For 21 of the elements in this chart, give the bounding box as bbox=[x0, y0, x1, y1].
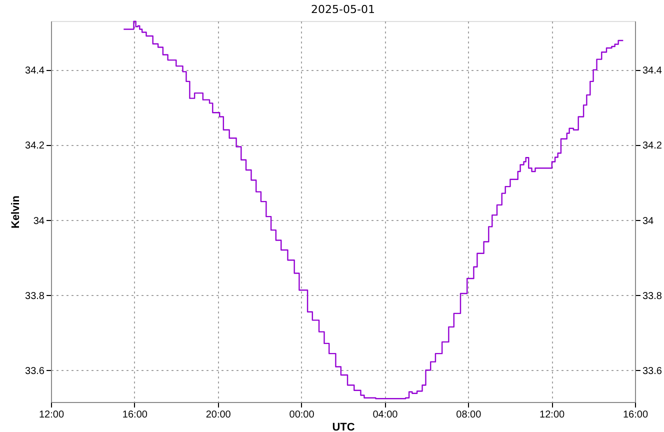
x-tick-label: 12:00 bbox=[540, 410, 566, 420]
chart-title: 2025-05-01 bbox=[311, 2, 375, 16]
y-tick-label: 33.8 bbox=[25, 290, 45, 302]
x-tick-label: 12:00 bbox=[38, 410, 64, 420]
x-tick-label: 16:00 bbox=[122, 410, 148, 420]
y2-tick-label: 33.8 bbox=[642, 290, 662, 302]
x-tick-label: 16:00 bbox=[622, 410, 648, 420]
y-tick-label: 33.6 bbox=[25, 366, 45, 377]
x-tick-label: 04:00 bbox=[372, 410, 398, 420]
x-tick-label: 20:00 bbox=[206, 410, 232, 420]
x-tick-label: 08:00 bbox=[456, 410, 482, 420]
y2-tick-label: 34.2 bbox=[642, 140, 662, 152]
y2-tick-label: 34.4 bbox=[642, 66, 662, 77]
y2-tick-label: 33.6 bbox=[642, 366, 662, 377]
y-tick-label: 34.4 bbox=[25, 66, 45, 77]
x-tick-label: 00:00 bbox=[289, 410, 315, 420]
y-axis-title: Kelvin bbox=[10, 195, 22, 229]
y-tick-label: 34.2 bbox=[25, 140, 45, 152]
x-axis-title: UTC bbox=[332, 422, 355, 432]
y2-tick-label: 34 bbox=[642, 216, 654, 227]
y-tick-label: 34 bbox=[33, 216, 45, 227]
